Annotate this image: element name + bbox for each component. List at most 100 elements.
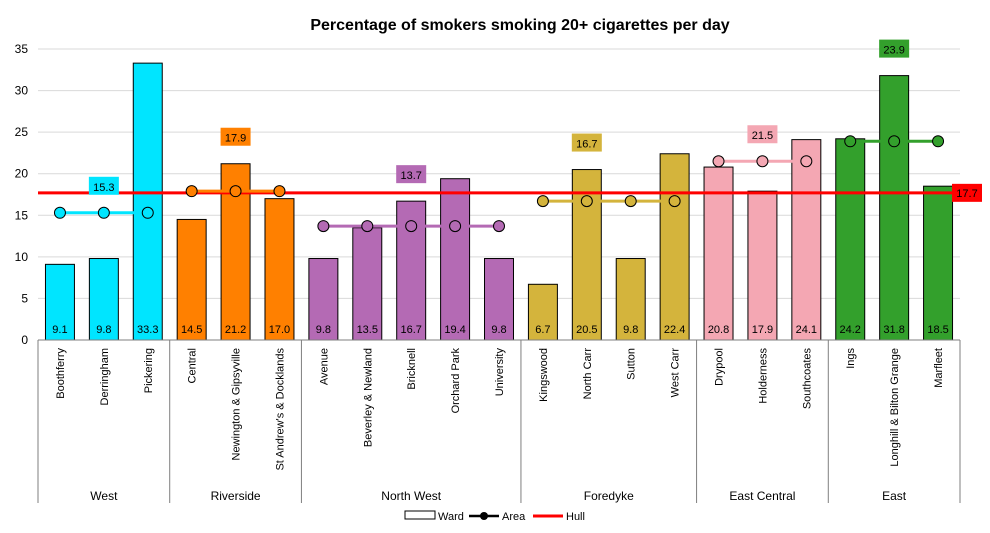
area-marker — [536, 195, 549, 208]
ward-bar — [659, 153, 690, 341]
ward-bar — [703, 166, 734, 341]
hull-value-label: 17.7 — [956, 188, 977, 200]
legend-label: Hull — [566, 511, 585, 523]
area-group-label: West — [90, 489, 118, 503]
area-averages: 15.3 17.9 13.7 16.7 21.5 23.9 — [53, 39, 945, 233]
y-tick-label: 25 — [15, 125, 29, 139]
ward-label: Orchard Park — [450, 348, 462, 414]
ward-bar — [747, 190, 778, 341]
area-marker — [493, 220, 505, 233]
area-marker — [624, 195, 637, 208]
ward-bar — [176, 218, 207, 341]
ward-value-label: 14.5 — [181, 324, 202, 336]
area-value-box — [396, 165, 427, 184]
y-tick-label: 20 — [15, 167, 29, 181]
ward-label: North Carr — [582, 348, 594, 400]
ward-value-label: 24.2 — [840, 324, 861, 336]
ward-bar — [484, 258, 514, 341]
ward-value-label: 9.8 — [491, 324, 506, 336]
ward-label: Avenue — [318, 348, 330, 385]
area-marker — [800, 155, 813, 168]
ward-value-label: 19.4 — [444, 324, 465, 336]
ward-label: Bricknell — [406, 348, 418, 390]
area-marker — [712, 155, 725, 168]
ward-value-label: 20.5 — [576, 324, 597, 336]
ward-value-label: 9.8 — [316, 324, 331, 336]
ward-value-label: 18.5 — [927, 324, 948, 336]
ward-bar — [352, 227, 383, 341]
ward-bar — [132, 62, 163, 341]
ward-value-label: 17.0 — [269, 324, 290, 336]
ward-bar — [923, 185, 954, 341]
ward-value-label: 17.9 — [752, 324, 773, 336]
ward-bar — [879, 75, 910, 341]
ward-bar — [835, 138, 866, 341]
y-axis: 0 5 10 15 20 25 30 35 — [15, 42, 29, 347]
ward-bar — [308, 258, 339, 341]
area-marker — [185, 185, 198, 198]
ward-value-label: 20.8 — [708, 324, 729, 336]
legend: Ward Area Hull — [404, 510, 585, 523]
ward-label: West Carr — [670, 348, 682, 398]
ward-value-label: 9.1 — [52, 324, 67, 336]
area-marker — [844, 135, 857, 148]
ward-label: Ings — [845, 348, 857, 369]
ward-value-label: 21.2 — [225, 324, 246, 336]
ward-label: Drypool — [714, 348, 726, 386]
area-marker — [888, 135, 901, 148]
ward-value-label: 16.7 — [400, 324, 421, 336]
ward-label: Derringham — [99, 348, 111, 405]
area-value-box — [88, 176, 119, 195]
area-group-label: East Central — [729, 489, 795, 503]
ward-bar — [264, 198, 295, 341]
y-tick-label: 5 — [21, 291, 28, 305]
ward-bar — [571, 169, 602, 341]
ward-label: Pickering — [143, 348, 155, 393]
ward-bar — [88, 258, 119, 341]
ward-label: Beverley & Newland — [362, 348, 374, 447]
area-marker — [449, 220, 462, 233]
area-marker — [141, 206, 154, 219]
area-marker — [97, 206, 110, 219]
ward-label: University — [494, 348, 506, 397]
area-marker — [361, 220, 374, 233]
area-value-label: 13.7 — [400, 170, 421, 182]
area-value-box — [879, 39, 910, 58]
area-group-label: North West — [381, 489, 441, 503]
legend-area-marker — [480, 512, 488, 520]
ward-bar — [527, 283, 558, 341]
ward-label: Sutton — [626, 348, 638, 380]
area-marker — [580, 195, 593, 208]
hull-value-box — [952, 183, 982, 202]
area-value-label: 21.5 — [752, 130, 773, 142]
legend-label: Ward — [438, 511, 464, 523]
area-marker — [53, 206, 66, 219]
area-group-label: Foredyke — [584, 489, 634, 503]
y-tick-label: 30 — [15, 84, 29, 98]
ward-label: St Andrew's & Docklands — [274, 348, 286, 471]
area-value-box — [220, 127, 251, 146]
y-tick-label: 0 — [21, 333, 28, 347]
ward-bar — [440, 178, 471, 341]
ward-label: Marfleet — [933, 348, 945, 388]
ward-value-label: 22.4 — [664, 324, 685, 336]
area-marker — [273, 185, 286, 198]
area-value-box — [747, 125, 778, 144]
ward-value-label: 13.5 — [357, 324, 378, 336]
area-value-label: 15.3 — [93, 182, 114, 194]
area-group-label: East — [882, 489, 907, 503]
ward-value-label: 24.1 — [796, 324, 817, 336]
area-marker — [756, 155, 769, 168]
area-value-box — [571, 133, 602, 152]
ward-bars: 9.1 9.8 33.3 14.5 21.2 17.0 9.8 13.5 16.7 19.4 9.8… — [44, 62, 954, 341]
ward-value-label: 33.3 — [137, 324, 158, 336]
area-value-label: 16.7 — [576, 139, 597, 151]
ward-label: Kingswood — [538, 348, 550, 402]
area-marker — [932, 135, 945, 148]
ward-label: Holderness — [757, 348, 769, 404]
ward-label: Longhill & Bilton Grange — [889, 348, 901, 467]
y-tick-label: 10 — [15, 250, 29, 264]
area-marker — [317, 220, 330, 233]
ward-label: Central — [187, 348, 199, 383]
